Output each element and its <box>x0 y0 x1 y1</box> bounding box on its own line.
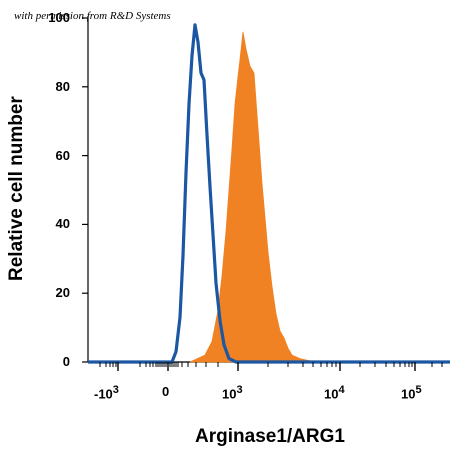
y-tick-label: 20 <box>55 285 70 301</box>
ticks-layer <box>82 17 443 371</box>
y-tick-label: 100 <box>48 10 70 25</box>
series-layer <box>88 23 450 364</box>
x-tick-label: 105 <box>401 384 422 402</box>
y-axis-label: Relative cell number <box>6 96 27 281</box>
x-tick-label: -103 <box>94 384 119 402</box>
x-tick-label: 0 <box>162 384 170 399</box>
y-tick-label: 60 <box>55 147 70 163</box>
y-tick-label: 40 <box>55 216 70 232</box>
y-tick-label: 0 <box>62 354 70 369</box>
x-tick-label: 103 <box>222 384 243 402</box>
permission-note: with permission from R&D Systems <box>14 10 171 22</box>
x-tick-label: 104 <box>324 384 345 402</box>
histogram-filled-series <box>189 31 316 363</box>
histogram-line-series <box>88 23 450 364</box>
x-axis-label: Arginase1/ARG1 <box>195 426 345 447</box>
y-tick-label: 80 <box>55 78 70 94</box>
